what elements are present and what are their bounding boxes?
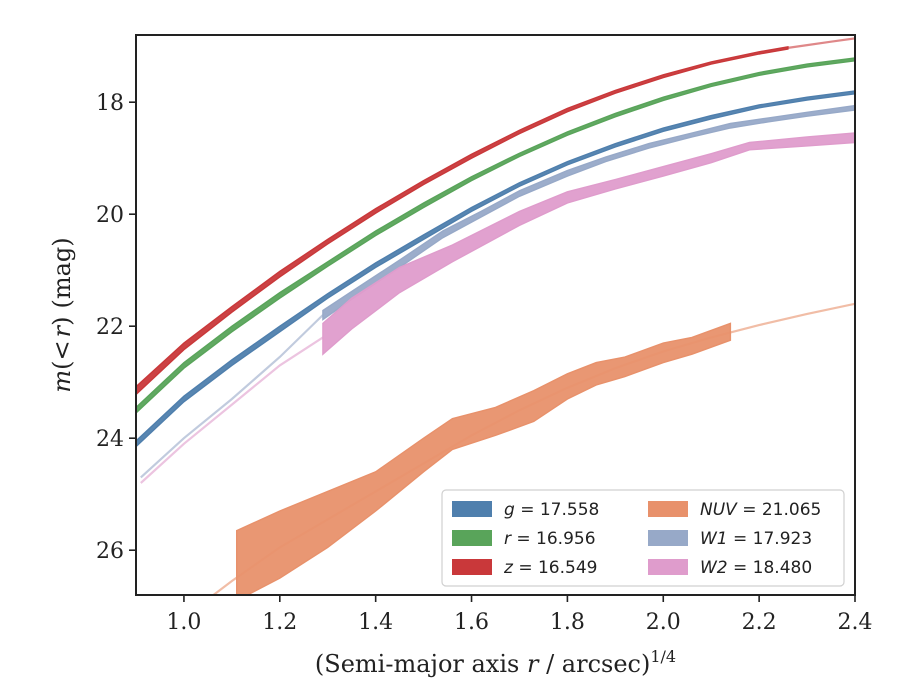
y-axis: 18 20 22 24 26 — [96, 91, 136, 564]
extrapolation-line-w2 — [140, 336, 324, 484]
x-tick-label: 1.0 — [166, 610, 201, 635]
x-tick-label: 1.8 — [550, 610, 585, 635]
y-tick-label: 26 — [96, 539, 124, 564]
profile-band-nuv — [236, 322, 732, 595]
y-tick-label: 24 — [96, 427, 124, 452]
x-tick-label: 1.6 — [454, 610, 489, 635]
legend-swatch-w1 — [648, 530, 688, 546]
profile-band-w2 — [322, 132, 855, 356]
legend: g = 17.558 r = 16.956 z = 16.549 NUV = 21.0… — [441, 489, 845, 587]
x-tick-label: 1.2 — [262, 610, 297, 635]
plot-frame — [135, 34, 856, 596]
legend-swatch-r — [452, 530, 492, 546]
legend-label-w1: W1 = 17.923 — [700, 529, 812, 549]
profile-band-z — [136, 45, 789, 396]
x-tick-label: 2.4 — [838, 610, 873, 635]
legend-label-g: g = 17.558 — [504, 500, 599, 520]
x-tick-label: 2.0 — [646, 610, 681, 635]
legend-swatch-w2 — [648, 559, 688, 575]
profile-band-g — [136, 90, 855, 448]
legend-label-w2: W2 = 18.480 — [700, 558, 812, 578]
legend-swatch-z — [452, 559, 492, 575]
legend-label-z: z = 16.549 — [503, 558, 597, 578]
profile-band-r — [136, 57, 855, 414]
x-tick-label: 2.2 — [742, 610, 777, 635]
y-axis-label: m(<r)(mag) — [48, 237, 76, 392]
y-tick-label: 22 — [96, 315, 124, 340]
profile-band-w1 — [322, 104, 855, 321]
y-tick-label: 20 — [96, 203, 124, 228]
legend-box — [441, 489, 845, 587]
legend-swatch-g — [452, 501, 492, 517]
extrapolation-line-w1 — [140, 314, 324, 479]
x-axis: 1.0 1.2 1.4 1.6 1.8 2.0 2.2 2.4 — [166, 595, 873, 635]
x-tick-label: 1.4 — [358, 610, 393, 635]
data-layer — [136, 37, 855, 595]
x-axis-label: (Semi-major axis r / arcsec)1/4 — [315, 647, 676, 678]
y-tick-label: 18 — [96, 91, 124, 116]
legend-label-nuv: NUV = 21.065 — [700, 500, 821, 520]
legend-label-r: r = 16.956 — [504, 529, 596, 549]
legend-swatch-nuv — [648, 501, 688, 517]
extrapolation-line-z — [787, 37, 855, 49]
